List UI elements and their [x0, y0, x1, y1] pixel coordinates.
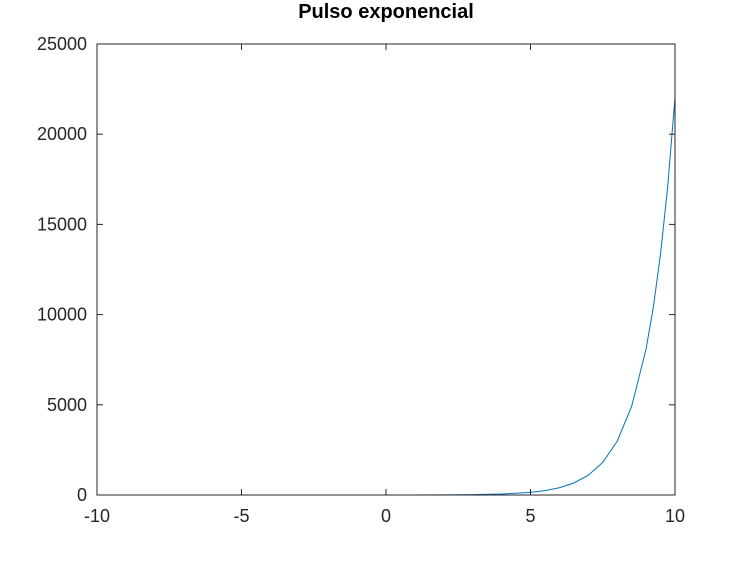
- x-tick-label: -5: [233, 506, 249, 526]
- y-tick-label: 25000: [37, 34, 87, 54]
- y-tick-label: 5000: [47, 395, 87, 415]
- x-tick-label: 5: [525, 506, 535, 526]
- y-tick-label: 20000: [37, 124, 87, 144]
- x-tick-label: 10: [665, 506, 685, 526]
- y-tick-label: 10000: [37, 305, 87, 325]
- chart-title: Pulso exponencial: [298, 1, 474, 23]
- plot-background: [97, 44, 675, 495]
- x-tick-label: 0: [381, 506, 391, 526]
- y-tick-label: 15000: [37, 214, 87, 234]
- x-tick-label: -10: [84, 506, 110, 526]
- y-tick-label: 0: [77, 485, 87, 505]
- ticks-layer: -10 -5 0 5 10 0 5000 10000 15000 20000 25000: [37, 34, 685, 526]
